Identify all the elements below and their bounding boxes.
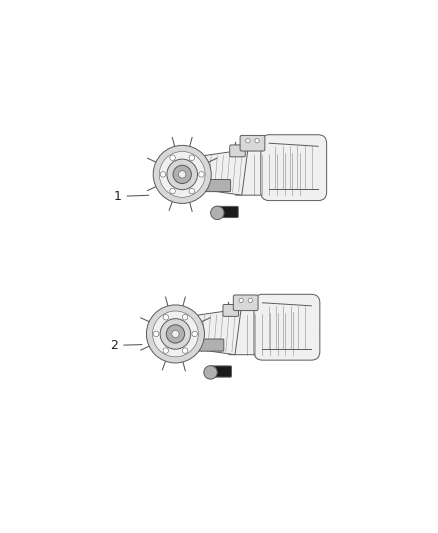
Circle shape <box>189 188 194 194</box>
Circle shape <box>170 155 175 160</box>
Circle shape <box>192 331 198 337</box>
Polygon shape <box>236 149 318 195</box>
Text: 1: 1 <box>113 190 121 203</box>
FancyBboxPatch shape <box>233 295 258 311</box>
Circle shape <box>160 172 166 177</box>
Circle shape <box>172 330 179 337</box>
Text: 2: 2 <box>110 339 118 352</box>
Circle shape <box>239 298 243 302</box>
FancyBboxPatch shape <box>223 304 239 317</box>
Circle shape <box>189 155 194 160</box>
FancyBboxPatch shape <box>216 206 238 217</box>
FancyBboxPatch shape <box>240 135 265 151</box>
Circle shape <box>182 314 188 320</box>
Circle shape <box>163 348 169 353</box>
Circle shape <box>255 139 259 143</box>
Polygon shape <box>229 309 311 354</box>
Circle shape <box>182 348 188 353</box>
FancyBboxPatch shape <box>261 135 327 200</box>
Circle shape <box>153 331 159 337</box>
Polygon shape <box>192 309 241 354</box>
Circle shape <box>159 151 205 197</box>
FancyBboxPatch shape <box>204 180 230 191</box>
Circle shape <box>173 165 191 183</box>
Ellipse shape <box>279 306 319 358</box>
Circle shape <box>152 311 198 357</box>
Circle shape <box>170 188 175 194</box>
Circle shape <box>179 171 186 178</box>
Circle shape <box>146 305 205 363</box>
Circle shape <box>246 139 250 143</box>
FancyBboxPatch shape <box>197 339 224 351</box>
Circle shape <box>166 325 184 343</box>
Circle shape <box>199 172 204 177</box>
Circle shape <box>153 146 211 204</box>
Circle shape <box>211 206 224 220</box>
Ellipse shape <box>286 312 313 352</box>
Polygon shape <box>199 149 248 195</box>
Circle shape <box>163 314 169 320</box>
Ellipse shape <box>292 152 320 192</box>
Ellipse shape <box>286 146 326 198</box>
Circle shape <box>160 319 191 349</box>
FancyBboxPatch shape <box>209 366 231 377</box>
Circle shape <box>248 298 252 302</box>
Circle shape <box>204 366 217 379</box>
Circle shape <box>167 159 198 190</box>
FancyBboxPatch shape <box>254 294 320 360</box>
FancyBboxPatch shape <box>230 145 245 157</box>
